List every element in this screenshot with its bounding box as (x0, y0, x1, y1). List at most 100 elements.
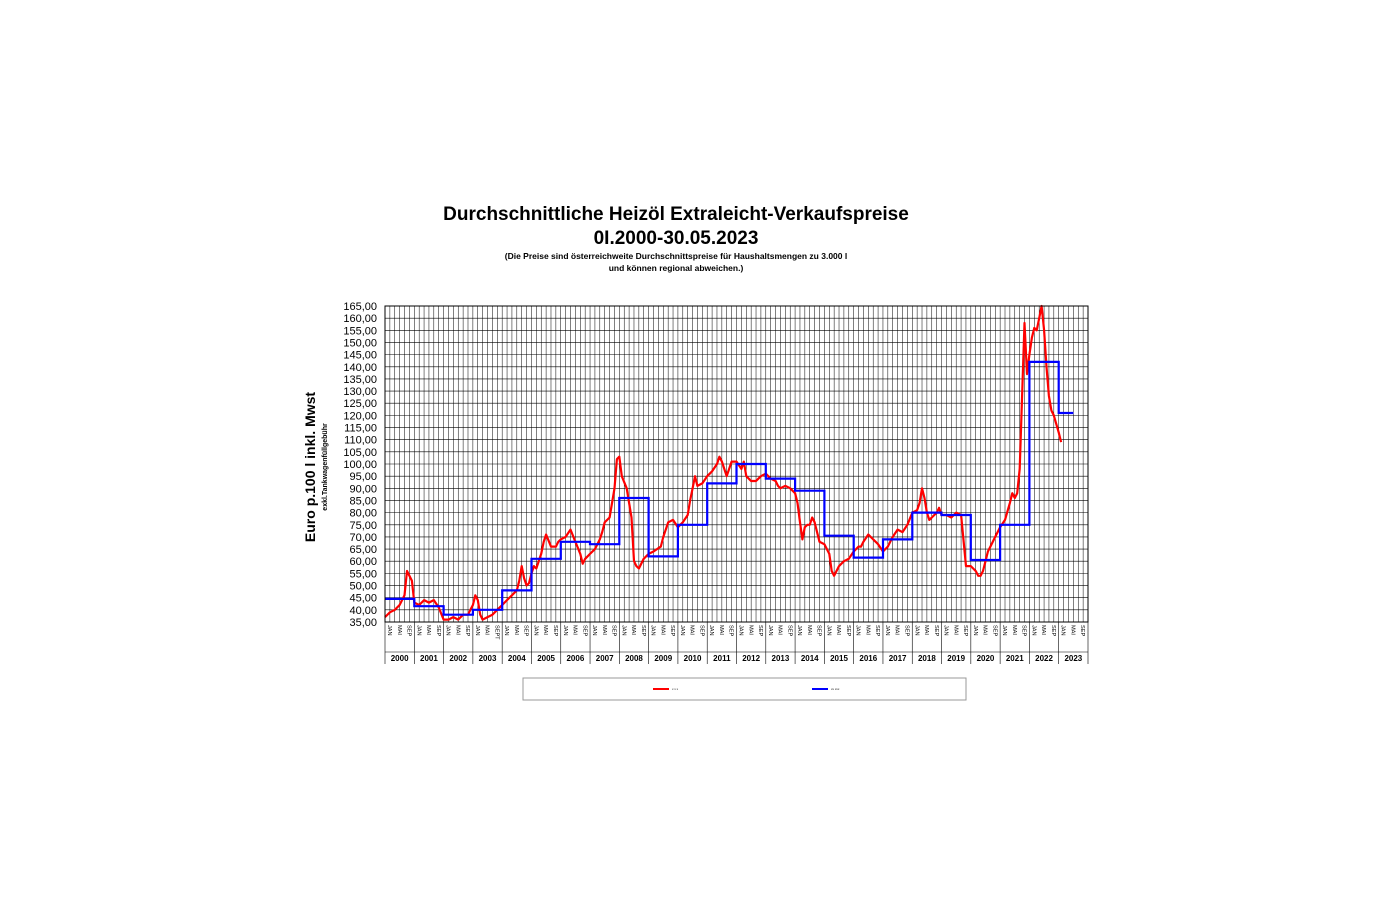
x-year-label: 2003 (479, 654, 497, 663)
x-month-label: JAN (532, 625, 538, 636)
x-month-label: MAI (894, 625, 900, 635)
x-month-label: JAN (1001, 625, 1007, 636)
x-month-label: JAN (972, 625, 978, 636)
y-tick-label: 80,00 (349, 508, 377, 520)
y-axis-note: exkl.Tankwagenfüllgebühr (322, 423, 329, 511)
x-year-label: 2008 (625, 654, 643, 663)
y-tick-label: 115,00 (344, 423, 377, 435)
x-month-label: SEP (669, 625, 675, 636)
x-month-label: MAI (835, 625, 841, 635)
x-month-label: SEP (991, 625, 997, 636)
x-month-label: JAN (767, 625, 773, 636)
x-month-label: SEP (874, 625, 880, 636)
x-year-label: 2022 (1035, 654, 1053, 663)
x-year-label: 2017 (889, 654, 907, 663)
x-year-label: 2006 (566, 654, 584, 663)
x-month-label: MAI (718, 625, 724, 635)
series-line-red (384, 304, 1063, 621)
x-month-label: MAI (923, 625, 929, 635)
x-year-label: 2018 (918, 654, 936, 663)
x-month-label: JAN (474, 625, 480, 636)
x-year-label: 2023 (1064, 654, 1082, 663)
x-year-label: 2009 (654, 654, 672, 663)
x-year-label: 2007 (596, 654, 614, 663)
y-tick-label: 100,00 (343, 459, 377, 471)
y-axis-label: Euro p.100 l inkl. Mwst (302, 392, 318, 542)
x-month-label: MAI (454, 625, 460, 635)
y-tick-labels: 35,0040,0045,0050,0055,0060,0065,0070,00… (343, 301, 377, 629)
x-month-label: MAI (689, 625, 695, 635)
x-month-label: JAN (825, 625, 831, 636)
x-year-label: 2000 (391, 654, 409, 663)
y-tick-label: 155,00 (343, 325, 377, 337)
x-month-label: JAN (591, 625, 597, 636)
y-tick-label: 35,00 (349, 617, 377, 629)
x-month-label: SEP (903, 625, 909, 636)
y-tick-label: 55,00 (349, 568, 377, 580)
x-month-label: JAN (503, 625, 509, 636)
x-month-label: SEP (698, 625, 704, 636)
y-tick-label: 135,00 (343, 374, 377, 386)
x-month-label: JAN (708, 625, 714, 636)
legend: x x x xx xxx (522, 677, 967, 701)
x-month-label: MAI (659, 625, 665, 635)
vertical-gridlines (384, 306, 1089, 622)
x-month-label: SEP (962, 625, 968, 636)
x-year-label: 2012 (742, 654, 760, 663)
x-month-label: MAI (572, 625, 578, 635)
y-tick-label: 120,00 (343, 410, 377, 422)
x-month-label: JAN (445, 625, 451, 636)
series-line-blue (385, 360, 1074, 616)
x-month-label: SEP (786, 625, 792, 636)
x-month-label: MAI (747, 625, 753, 635)
chart-title: Durchschnittliche Heizöl Extraleicht-Ver… (443, 204, 909, 225)
x-month-label: MAI (513, 625, 519, 635)
x-month-label: JAN (562, 625, 568, 636)
x-year-label: 2011 (713, 654, 731, 663)
chart-note-line1: (Die Preise sind österreichweite Durchsc… (505, 251, 847, 261)
y-tick-label: 65,00 (349, 544, 377, 556)
y-tick-label: 105,00 (343, 447, 377, 459)
x-month-label: MAI (1011, 625, 1017, 635)
x-year-label: 2020 (977, 654, 995, 663)
series-layer (384, 304, 1074, 621)
x-month-label: SEP (435, 625, 441, 636)
x-month-label: MAI (425, 625, 431, 635)
legend-box (522, 677, 967, 701)
x-year-label: 2015 (830, 654, 848, 663)
y-tick-label: 85,00 (349, 495, 377, 507)
x-month-label: JAN (943, 625, 949, 636)
x-month-label: SEP (816, 625, 822, 636)
y-tick-label: 150,00 (343, 337, 377, 349)
y-tick-label: 165,00 (343, 301, 377, 313)
x-year-label: 2010 (684, 654, 702, 663)
x-month-label: SEP (933, 625, 939, 636)
x-year-label: 2004 (508, 654, 526, 663)
x-month-label: MAI (484, 625, 490, 635)
y-tick-label: 45,00 (349, 593, 377, 605)
y-tick-label: 125,00 (343, 398, 377, 410)
x-month-label: MAI (1069, 625, 1075, 635)
x-month-label: JAN (386, 625, 392, 636)
x-month-label: SEP (464, 625, 470, 636)
y-tick-label: 110,00 (344, 435, 377, 447)
y-tick-label: 95,00 (349, 471, 377, 483)
y-tick-label: 75,00 (349, 520, 377, 532)
x-month-label: SEP (757, 625, 763, 636)
x-month-label: MAI (630, 625, 636, 635)
y-tick-label: 90,00 (349, 483, 377, 495)
y-tick-label: 160,00 (343, 313, 377, 325)
x-month-label: SEP (552, 625, 558, 636)
x-month-label: SEP (581, 625, 587, 636)
x-year-label: 2021 (1006, 654, 1024, 663)
x-month-label: SEP (406, 625, 412, 636)
x-month-label: SEP (728, 625, 734, 636)
y-tick-label: 130,00 (343, 386, 377, 398)
legend-blue-text: xx xxx (831, 687, 840, 691)
x-month-label: JAN (1060, 625, 1066, 636)
chart-subtitle: 0I.2000-30.05.2023 (594, 228, 759, 249)
x-month-label: SEP (845, 625, 851, 636)
y-tick-label: 145,00 (343, 350, 377, 362)
x-month-label: JAN (1030, 625, 1036, 636)
